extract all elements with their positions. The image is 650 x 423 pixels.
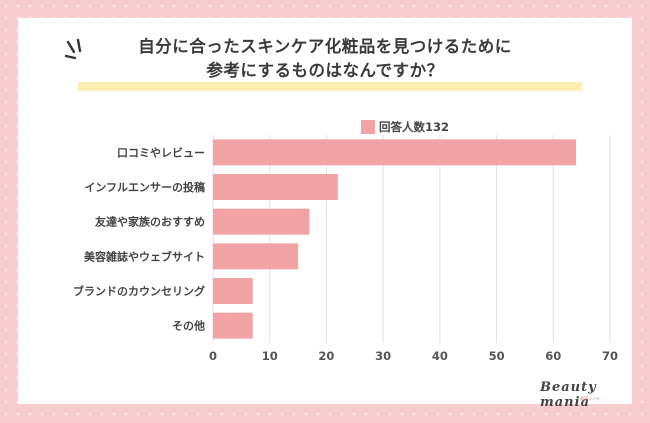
x-tick-label: 50 bbox=[489, 349, 505, 363]
logo: Beauty mania bbox=[540, 380, 597, 410]
category-label: その他 bbox=[172, 319, 205, 333]
category-label: 友達や家族のおすすめ bbox=[95, 215, 205, 229]
sparkle-icon bbox=[64, 38, 82, 60]
bar bbox=[213, 312, 253, 339]
chart-card: 自分に合ったスキンケア化粧品を見つけるために 参考にするものはなんですか？ 回答… bbox=[18, 18, 632, 410]
legend-swatch bbox=[361, 120, 375, 134]
title-line-2: 参考にするものはなんですか？ bbox=[206, 61, 444, 80]
x-tick-label: 70 bbox=[602, 349, 618, 363]
bar bbox=[213, 208, 310, 235]
chart-title: 自分に合ったスキンケア化粧品を見つけるために 参考にするものはなんですか？ bbox=[18, 35, 632, 83]
x-tick-label: 0 bbox=[209, 349, 217, 363]
title-line-1: 自分に合ったスキンケア化粧品を見つけるために bbox=[138, 37, 512, 56]
x-tick-label: 10 bbox=[262, 349, 278, 363]
title-highlight bbox=[78, 82, 582, 91]
x-tick-label: 30 bbox=[375, 349, 391, 363]
bar bbox=[213, 174, 338, 200]
bar bbox=[213, 139, 576, 166]
bar bbox=[213, 243, 299, 270]
category-label: ブランドのカウンセリング bbox=[73, 284, 205, 298]
x-tick-label: 40 bbox=[432, 349, 448, 363]
category-label: インフルエンサーの投稿 bbox=[84, 180, 205, 194]
category-label: 口コミやレビュー bbox=[117, 145, 205, 159]
legend: 回答人数132 bbox=[361, 119, 449, 135]
logo-sub: 美容ランキ bbox=[580, 396, 600, 401]
x-tick-label: 20 bbox=[318, 349, 334, 363]
legend-label: 回答人数132 bbox=[379, 120, 450, 134]
bar bbox=[213, 278, 253, 304]
x-tick-label: 60 bbox=[545, 349, 561, 363]
category-label: 美容雑誌やウェブサイト bbox=[84, 249, 205, 263]
